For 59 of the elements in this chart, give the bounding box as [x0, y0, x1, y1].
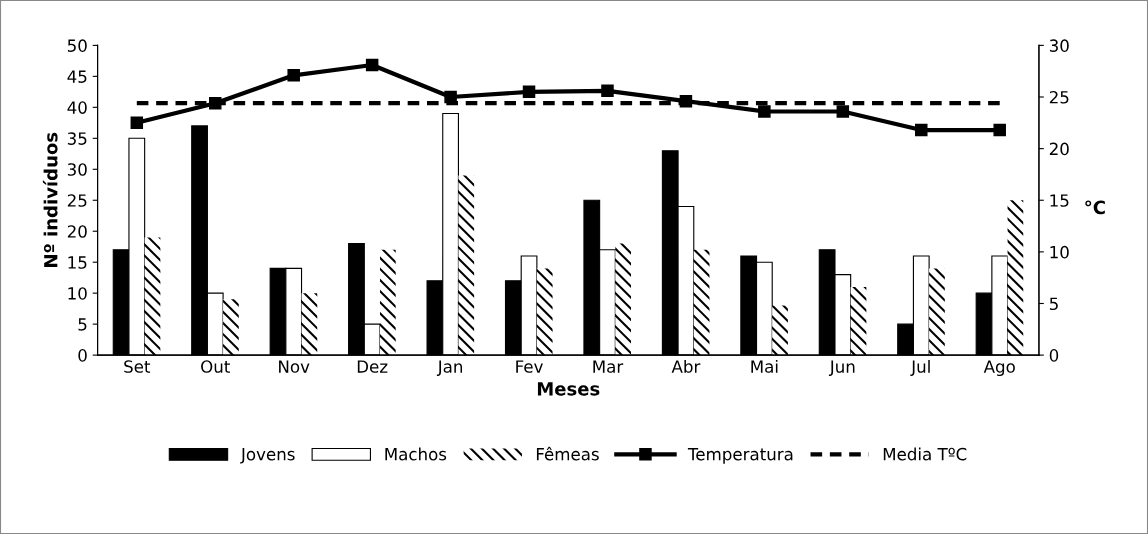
y-tick-label: 50	[67, 39, 87, 52]
x-tick-label: Dez	[357, 360, 388, 373]
legend-label: Jovens	[240, 448, 295, 464]
point	[993, 123, 1006, 137]
y-tick-label: 5	[78, 318, 87, 331]
bar	[458, 175, 475, 356]
bar	[772, 305, 788, 356]
point	[287, 69, 300, 82]
x-tick-label: Jul	[910, 359, 930, 376]
point	[915, 123, 928, 137]
x-tick-label: Mar	[593, 360, 624, 373]
point	[130, 116, 144, 130]
y-tick-label: 35	[67, 132, 87, 145]
y-tick-label: 30	[67, 163, 87, 176]
bar	[929, 268, 945, 356]
y2-tick-label: 15	[1050, 194, 1069, 207]
x-tick-label: Set	[124, 360, 151, 373]
y-tick-label: 45	[67, 70, 87, 83]
y-axis-title: Nº indivíduos	[42, 132, 58, 267]
legend-label: Fêmeas	[536, 446, 599, 461]
point	[601, 84, 614, 98]
x-tick-label: Jun	[828, 360, 855, 376]
bar	[536, 268, 553, 356]
bar	[301, 293, 318, 356]
y-tick-label: 25	[67, 194, 87, 207]
x-tick-label: Out	[201, 360, 230, 373]
x-tick-label: Fev	[516, 360, 543, 373]
point	[365, 58, 379, 72]
x-axis-title: Meses	[537, 382, 600, 396]
y-tick-label: 10	[68, 287, 87, 300]
x-tick-label: Abr	[671, 359, 701, 373]
y-tick-label: 0	[78, 349, 87, 362]
point	[522, 85, 536, 99]
y-tick-label: 20	[67, 225, 87, 238]
legend-label: Machos	[385, 447, 447, 461]
legend-label: Temperatura	[687, 448, 793, 464]
x-tick-label: Mai	[751, 359, 778, 373]
point	[758, 105, 771, 118]
bar	[379, 249, 396, 356]
x-tick-label: Nov	[279, 360, 310, 373]
bar	[144, 237, 161, 356]
y-tick-label: 40	[67, 101, 87, 114]
point	[836, 105, 850, 118]
bar	[850, 286, 867, 356]
y2-tick-label: 5	[1049, 297, 1058, 311]
x-tick-label: Ago	[983, 360, 1015, 377]
legend-label: Media TºC	[883, 447, 967, 461]
y2-axis-title: °C	[1085, 200, 1105, 215]
y2-tick-label: 30	[1049, 39, 1069, 52]
bar	[1007, 200, 1024, 356]
y2-tick-label: 20	[1049, 142, 1069, 156]
y2-tick-label: 0	[1049, 349, 1059, 362]
bar	[615, 243, 632, 356]
x-tick-label: Jan	[436, 360, 463, 376]
y2-tick-label: 10	[1050, 245, 1069, 259]
bar	[693, 249, 710, 356]
bar	[223, 299, 239, 356]
y2-tick-label: 25	[1049, 90, 1069, 104]
y-tick-label: 15	[68, 256, 87, 269]
